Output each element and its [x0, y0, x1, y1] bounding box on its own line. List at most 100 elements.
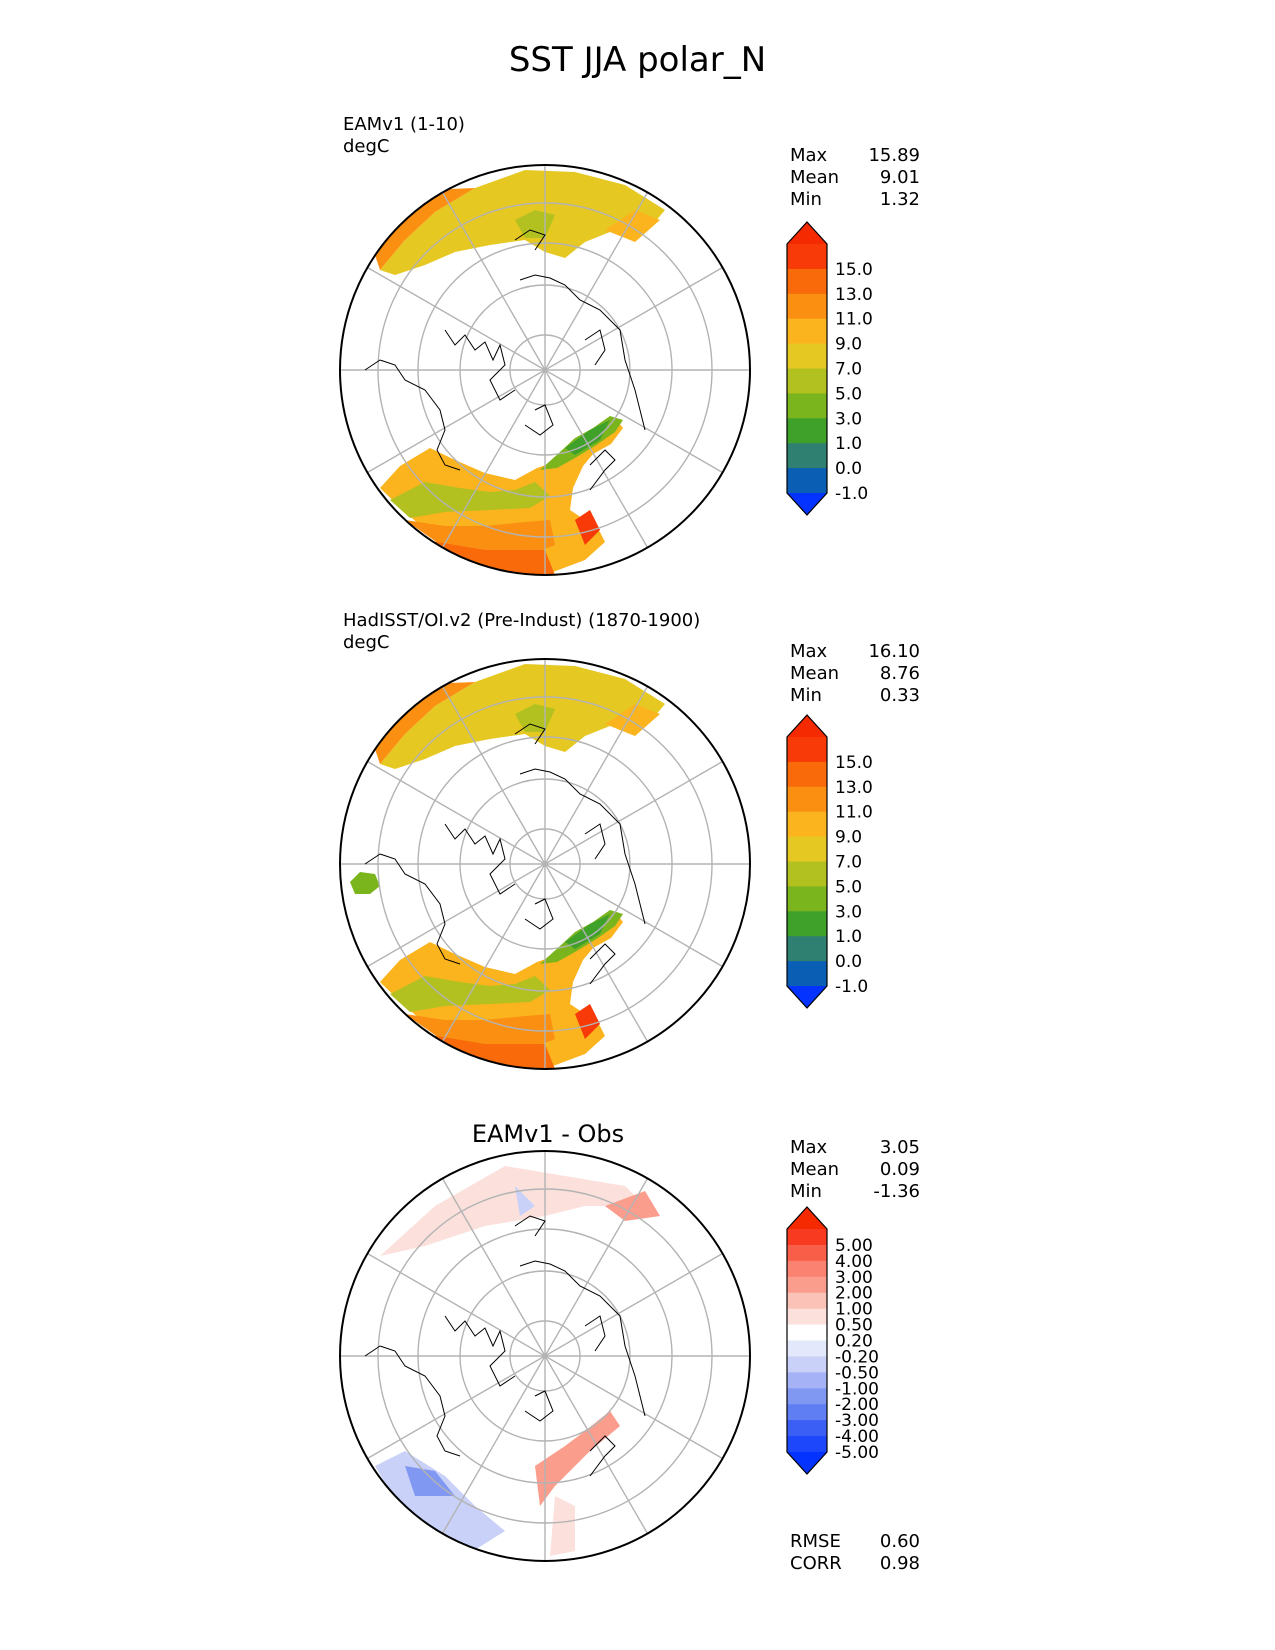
colorbar-segment — [787, 936, 827, 962]
colorbar-segment — [787, 1308, 827, 1326]
stat-value: 0.09 — [879, 1159, 920, 1180]
coastline — [519, 768, 646, 925]
stat-label: Max — [790, 641, 828, 662]
colorbar-tick-label: -0.50 — [835, 1363, 879, 1383]
colorbar-tick-label: -0.20 — [835, 1347, 879, 1367]
colorbar-segment — [787, 1340, 827, 1357]
colorbar-2: 15.0 13.0 11.0 9.0 7.0 5.0 3.0 1.0 0.0 -1.0 — [786, 714, 873, 1009]
coastline — [364, 1345, 461, 1457]
colorbar-tick-label: 13.0 — [835, 778, 873, 798]
colorbar-segment — [787, 1229, 827, 1246]
panel3-metrics: RMSE 0.60 CORR 0.98 — [790, 1531, 920, 1575]
panel2-label: HadISST/OI.v2 (Pre-Indust) (1870-1900) d… — [343, 610, 700, 654]
figure-title: SST JJA polar_N — [508, 40, 767, 80]
metric-label: CORR — [790, 1553, 842, 1574]
colorbar-extend-max — [787, 222, 827, 244]
north-sea-warm — [575, 1004, 600, 1039]
colorbar-outline — [786, 714, 828, 1009]
colorbar-segment — [787, 443, 827, 469]
colorbar-extend-min — [787, 493, 827, 515]
colorbar-segment — [787, 1388, 827, 1405]
panel2-stats: Max 16.10 Mean 8.76 Min 0.33 — [790, 641, 920, 707]
stat-value: 8.76 — [879, 663, 920, 684]
colorbar-tick-label: 9.0 — [835, 828, 862, 848]
map-boundary — [339, 658, 751, 1070]
colorbar-segment — [787, 418, 827, 444]
colorbar-segment — [787, 244, 827, 270]
colorbar-segment — [787, 811, 827, 838]
meridian-line — [441, 192, 649, 548]
north-sea-warm — [575, 510, 600, 545]
colorbar-tick-label: -1.0 — [835, 484, 868, 504]
stat-value: 15.89 — [868, 145, 920, 166]
stat-value: 9.01 — [879, 167, 920, 188]
stat-label: Mean — [790, 663, 840, 684]
coastline — [519, 274, 646, 431]
colorbar-segment — [787, 1276, 827, 1294]
meridian-line — [441, 686, 649, 1042]
colorbar-extend-max — [787, 1207, 827, 1229]
colorbar-segment — [787, 786, 827, 813]
colorbar-segment — [787, 1404, 827, 1421]
panel1-model-name: EAMv1 (1-10) — [343, 114, 465, 135]
stat-label: Mean — [790, 167, 840, 188]
colorbar-tick-label: 1.0 — [835, 927, 862, 947]
colorbar-tick-label: -4.00 — [835, 1427, 879, 1447]
colorbar-tick-label: 3.0 — [835, 409, 862, 429]
panel1-units: degC — [343, 136, 390, 157]
colorbar-tick-label: -1.0 — [835, 977, 868, 997]
colorbar-segment — [787, 1356, 827, 1373]
coastline — [524, 898, 554, 930]
panel1-stats: Max 15.89 Mean 9.01 Min 1.32 — [790, 145, 920, 211]
okhotsk-warm-diff — [605, 1191, 660, 1221]
colorbar-segment — [787, 343, 827, 369]
colorbar-segment — [787, 911, 827, 937]
colorbar-tick-label: 11.0 — [835, 310, 873, 330]
colorbar-tick-label: 0.50 — [835, 1316, 873, 1336]
stat-label: Min — [790, 189, 822, 210]
colorbar-segment — [787, 368, 827, 394]
map-boundary — [339, 1150, 751, 1562]
okhotsk — [605, 704, 660, 736]
colorbar-segment — [787, 886, 827, 912]
panel2-units: degC — [343, 632, 390, 653]
metric-value: 0.98 — [879, 1553, 920, 1574]
colorbar-tick-label: 11.0 — [835, 803, 873, 823]
colorbar-tick-label: 13.0 — [835, 285, 873, 305]
coastline — [364, 853, 461, 965]
stat-label: Mean — [790, 1159, 840, 1180]
pacific-diff — [380, 1166, 645, 1256]
colorbar-segment — [787, 1420, 827, 1437]
colorbar-segment — [787, 1260, 827, 1278]
colorbar-segment — [787, 737, 827, 763]
coastline — [584, 1315, 606, 1352]
panel3-title: EAMv1 - Obs — [471, 1120, 625, 1148]
coastline — [589, 943, 616, 985]
colorbar-extend-max — [787, 715, 827, 737]
colorbar-tick-label: -5.00 — [835, 1443, 879, 1463]
panel3-stats: Max 3.05 Mean 0.09 Min -1.36 — [790, 1137, 920, 1203]
colorbar-segment — [787, 468, 827, 494]
colorbar-tick-label: -1.00 — [835, 1379, 879, 1399]
colorbar-extend-min — [787, 986, 827, 1008]
colorbar-segment — [787, 861, 827, 887]
meridian-line — [441, 1178, 649, 1534]
coastline — [444, 1315, 516, 1387]
colorbar-tick-label: 15.0 — [835, 753, 873, 773]
stat-label: Min — [790, 1181, 822, 1202]
barents-cold — [565, 914, 610, 949]
metric-label: RMSE — [790, 1531, 841, 1552]
colorbar-tick-label: 5.0 — [835, 384, 862, 404]
stat-value: -1.36 — [873, 1181, 920, 1202]
atlantic-cool-diff — [375, 1451, 505, 1556]
colorbar-tick-label: -2.00 — [835, 1395, 879, 1415]
colorbar-tick-label: 4.00 — [835, 1252, 873, 1272]
barents-warm-diff — [535, 1411, 620, 1506]
stat-value: 0.33 — [879, 685, 920, 706]
colorbar-tick-label: 7.0 — [835, 360, 862, 380]
stat-value: 3.05 — [879, 1137, 920, 1158]
stat-value: 16.10 — [868, 641, 920, 662]
colorbar-segment — [787, 318, 827, 345]
barents-cold — [565, 420, 610, 455]
